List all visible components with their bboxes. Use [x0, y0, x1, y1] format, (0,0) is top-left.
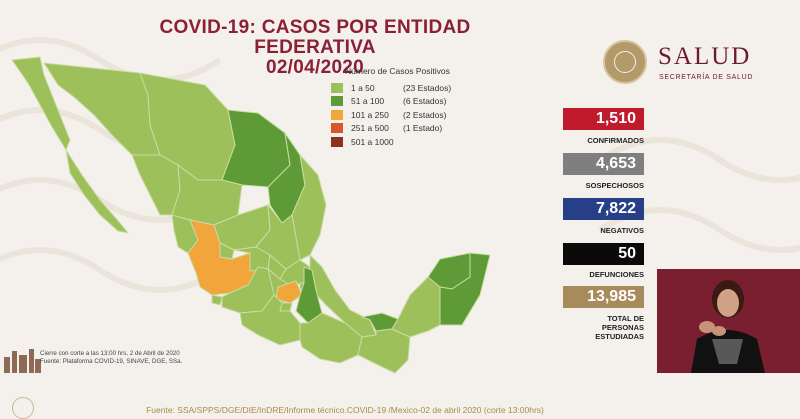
legend-item: 501 a 1000 — [331, 135, 481, 149]
national-seal-icon — [603, 40, 647, 84]
legend-swatch — [331, 123, 343, 134]
legend-count: (23 Estados) — [403, 82, 452, 93]
total-label-line-2: PERSONAS — [601, 323, 644, 332]
legend-range: 101 a 250 — [351, 109, 389, 120]
state-baja-california — [11, 56, 71, 151]
source-text: Fuente: SSA/SPPS/DGE/DIE/InDRE/Informe t… — [146, 405, 544, 415]
deaths-label: DEFUNCIONES — [589, 270, 644, 279]
mexico-map — [11, 56, 491, 374]
negative-label: NEGATIVOS — [600, 226, 644, 235]
legend-range: 251 a 500 — [351, 123, 389, 134]
confirmed-label: CONFIRMADOS — [587, 136, 644, 145]
state-guerrero — [239, 294, 301, 346]
title-line-2: 02/04/2020 — [265, 57, 365, 78]
total-label-line-3: ESTUDIADAS — [595, 332, 644, 341]
interpreter-video — [657, 269, 800, 373]
legend-range: 1 a 50 — [351, 82, 375, 93]
legend-range: 501 a 1000 — [351, 136, 394, 147]
legend-item: 1 a 50 (23 Estados) — [331, 81, 481, 95]
salud-logo: SALUD SECRETARÍA DE SALUD — [603, 40, 773, 90]
suspected-value: 4,653 — [563, 153, 644, 175]
legend-count: (2 Estados) — [403, 109, 447, 120]
suspected-label: SOSPECHOSOS — [585, 181, 644, 190]
state-campeche — [391, 276, 441, 338]
state-colima — [211, 294, 223, 306]
state-chiapas — [357, 328, 411, 374]
legend-range: 51 a 100 — [351, 96, 385, 107]
logo-word: SALUD — [658, 43, 752, 70]
total-value: 13,985 — [563, 286, 644, 308]
legend-item: 51 a 100 (6 Estados) — [331, 95, 481, 109]
footnote-line-2: Fuente: Plataforma COVID-19, SINAVE, DGE… — [40, 358, 183, 365]
logo-subtitle: SECRETARÍA DE SALUD — [659, 74, 754, 81]
page-title: COVID-19: CASOS POR ENTIDAD FEDERATIVA 0… — [100, 18, 530, 78]
title-line-1: COVID-19: CASOS POR ENTIDAD FEDERATIVA — [159, 17, 471, 58]
deaths-value: 50 — [563, 243, 644, 265]
legend-count: (1 Estado) — [403, 123, 443, 134]
interpreter-figure — [691, 280, 765, 373]
state-baja-california-sur — [65, 149, 129, 234]
footnote: Cierre con corte a las 13:00 hrs, 2 de A… — [40, 350, 182, 366]
legend: Número de Casos Positivos 1 a 50 (23 Esta… — [331, 66, 481, 149]
legend-item: 101 a 250 (2 Estados) — [331, 108, 481, 122]
legend-item: 251 a 500 (1 Estado) — [331, 122, 481, 136]
legend-swatch — [331, 109, 343, 120]
confirmed-value: 1,510 — [563, 108, 644, 130]
legend-swatch — [331, 136, 343, 147]
state-quintana-roo — [439, 252, 491, 326]
legend-count: (6 Estados) — [403, 96, 447, 107]
state-sinaloa — [131, 154, 181, 216]
legend-swatch — [331, 82, 343, 93]
legend-title: Número de Casos Positivos — [345, 66, 450, 76]
negative-value: 7,822 — [563, 198, 644, 220]
footnote-line-1: Cierre con corte a las 13:00 hrs, 2 de A… — [40, 350, 180, 357]
skyline-icon — [4, 349, 41, 373]
total-label-line-1: TOTAL DE — [607, 314, 644, 323]
legend-swatch — [331, 96, 343, 107]
total-label: TOTAL DE PERSONAS ESTUDIADAS — [540, 314, 644, 341]
